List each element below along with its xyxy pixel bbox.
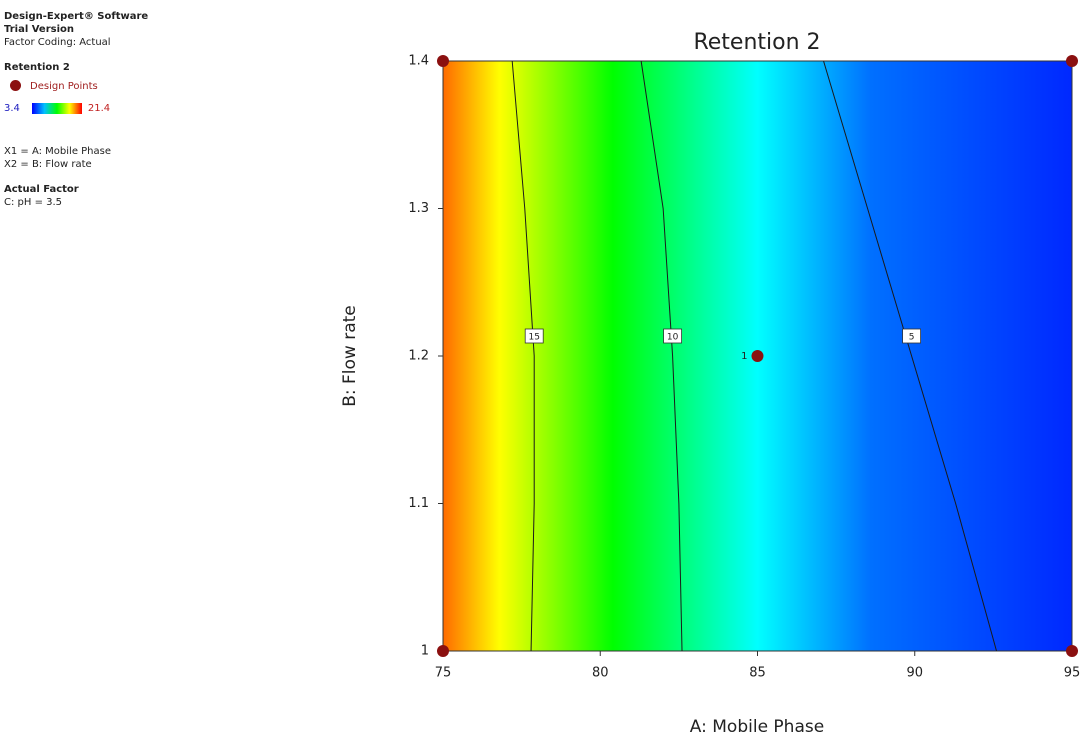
response-name: Retention 2 xyxy=(4,62,70,73)
scale-bar xyxy=(31,103,82,114)
legend-panel: Design-Expert® Software Trial Version Fa… xyxy=(4,10,148,209)
contour-label-box xyxy=(524,328,544,344)
design-points-legend: Design Points xyxy=(10,80,148,93)
contour-label-box xyxy=(663,328,682,344)
legend-marker xyxy=(10,80,21,91)
legend-text: Design Points xyxy=(30,81,98,92)
design-point xyxy=(1066,55,1078,67)
y-tick-label: 1.2 xyxy=(408,349,429,364)
scale-max: 21.4 xyxy=(87,103,111,114)
design-point xyxy=(437,645,449,657)
actual-factor-heading: Actual Factor xyxy=(4,184,79,195)
x-tick-label: 95 xyxy=(1064,666,1081,681)
x-tick-label: 85 xyxy=(749,666,766,681)
design-point xyxy=(751,350,764,362)
x1-definition: X1 = A: Mobile Phase xyxy=(4,146,112,157)
software-name: Design-Expert® Software xyxy=(4,11,149,22)
contour-label: 5 xyxy=(909,333,915,343)
x-axis-label: A: Mobile Phase xyxy=(690,717,824,737)
contour-label-box xyxy=(902,328,922,344)
contour-label: 15 xyxy=(528,333,539,343)
point-count: 1 xyxy=(741,351,747,362)
y-tick-label: 1 xyxy=(421,644,429,659)
contour-label: 10 xyxy=(667,333,679,343)
version: Trial Version xyxy=(4,24,75,35)
contour-line xyxy=(823,60,998,652)
x2-definition: X2 = B: Flow rate xyxy=(4,159,92,170)
x-tick-label: 80 xyxy=(592,666,609,681)
design-point xyxy=(1066,645,1078,657)
coding: Factor Coding: Actual xyxy=(4,37,111,48)
chart-title: Retention 2 xyxy=(693,30,820,55)
x-tick-label: 75 xyxy=(435,666,452,681)
color-scale: 3.4 21.4 xyxy=(4,102,148,115)
x-tick-label: 90 xyxy=(906,666,923,681)
contour-line xyxy=(640,60,683,652)
y-axis-label: B: Flow rate xyxy=(340,305,360,407)
y-tick-label: 1.4 xyxy=(408,54,429,69)
contour-line xyxy=(511,60,535,652)
y-tick-label: 1.1 xyxy=(408,496,429,511)
actual-factor: C: pH = 3.5 xyxy=(4,197,63,208)
scale-min: 3.4 xyxy=(4,103,20,114)
y-tick-label: 1.3 xyxy=(408,201,429,216)
design-point xyxy=(437,55,449,67)
